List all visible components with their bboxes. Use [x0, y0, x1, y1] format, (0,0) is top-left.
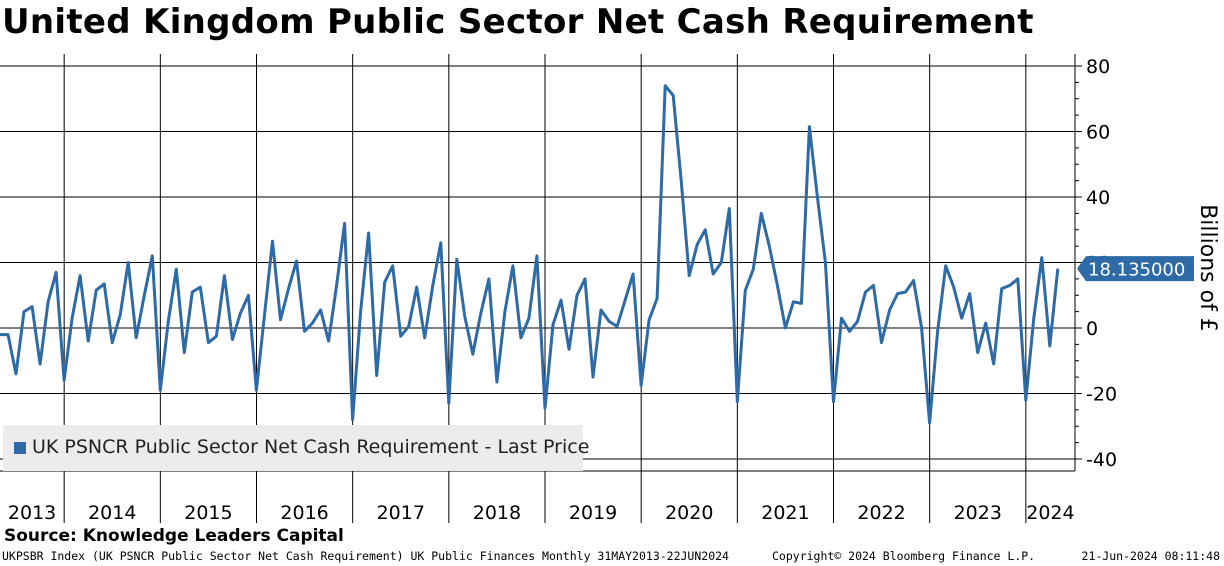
series-line — [0, 84, 1060, 425]
year-label: 2023 — [954, 502, 1002, 524]
last-price-label: 18.135000 — [1088, 260, 1185, 281]
x-axis-labels: 2013 2014 2015 2016 2017 2018 2019 2020 2021 2022… — [8, 471, 1075, 524]
y-tick-label: 80 — [1086, 56, 1110, 78]
year-label: 2021 — [761, 502, 809, 524]
year-label: 2016 — [280, 502, 328, 524]
legend: UK PSNCR Public Sector Net Cash Requirem… — [3, 425, 589, 471]
y-axis-label: Billions of £ — [1195, 204, 1220, 332]
last-price-marker: 18.135000 — [1077, 256, 1194, 282]
year-label: 2020 — [665, 502, 713, 524]
year-label: 2024 — [1026, 502, 1074, 524]
source-note: Source: Knowledge Leaders Capital — [4, 526, 344, 546]
y-tick-label: 60 — [1086, 122, 1110, 144]
footer-timestamp: 21-Jun-2024 08:11:48 — [1081, 549, 1220, 563]
year-label: 2019 — [569, 502, 617, 524]
y-tick-label: 40 — [1086, 187, 1110, 209]
y-tick-label: -20 — [1086, 384, 1117, 406]
year-label: 2022 — [857, 502, 905, 524]
legend-swatch — [14, 442, 26, 454]
year-label: 2014 — [88, 502, 136, 524]
footer-description: UKPSBR Index (UK PSNCR Public Sector Net… — [2, 549, 729, 563]
y-tick-label: -40 — [1086, 449, 1117, 471]
legend-label: UK PSNCR Public Sector Net Cash Requirem… — [32, 436, 590, 458]
year-label: 2017 — [377, 502, 425, 524]
year-label: 2013 — [8, 502, 56, 524]
year-label: 2015 — [184, 502, 232, 524]
footer-copyright: Copyright© 2024 Bloomberg Finance L.P. — [772, 549, 1036, 563]
year-label: 2018 — [473, 502, 521, 524]
y-tick-label: 0 — [1086, 318, 1098, 340]
last-price-box — [1077, 256, 1194, 282]
chart-title: United Kingdom Public Sector Net Cash Re… — [2, 2, 1034, 42]
